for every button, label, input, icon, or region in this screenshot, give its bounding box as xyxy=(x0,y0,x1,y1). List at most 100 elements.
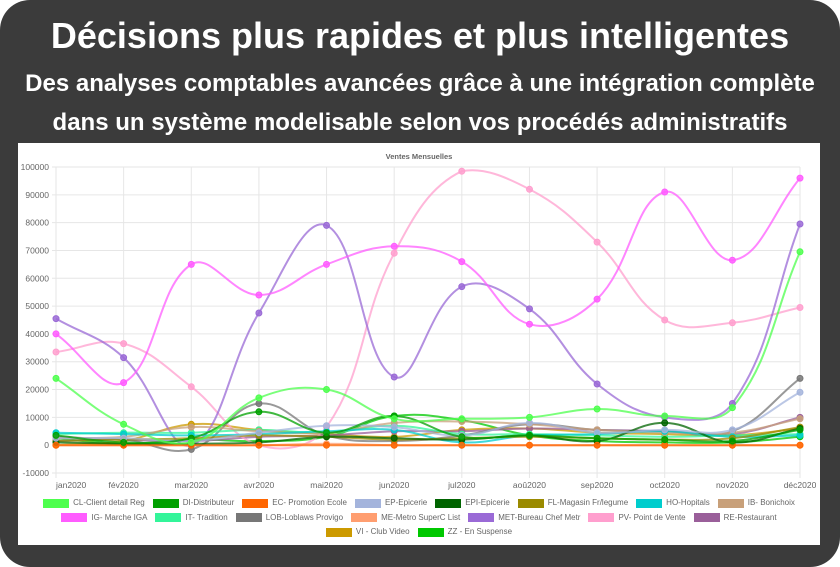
x-tick-label: mai2020 xyxy=(310,480,343,490)
data-point xyxy=(390,249,398,257)
legend-label: CL-Client detail Reg xyxy=(73,498,145,508)
subheadline-line-1: Des analyses comptables avancées grâce à… xyxy=(25,70,815,97)
x-tick-label: jul2020 xyxy=(447,480,476,490)
data-point xyxy=(796,248,804,256)
series-line xyxy=(55,251,801,445)
chart-panel: Ventes Mensuelles 100000 90000 80000 70000 6… xyxy=(18,143,820,545)
data-point xyxy=(323,386,330,393)
legend-item: HO-Hopitals xyxy=(636,498,710,508)
legend-swatch xyxy=(717,498,744,508)
chart-legend: CL-Client detail Reg DI-Distributeur EC- P… xyxy=(18,496,820,540)
legend-swatch xyxy=(152,498,179,508)
y-tick-label: 10000 xyxy=(25,412,49,422)
data-point xyxy=(390,415,398,423)
x-axis: jan2020 fév2020 mar2020 avr2020 mai2020 jun20… xyxy=(55,480,817,490)
data-point xyxy=(728,426,736,434)
data-point xyxy=(796,441,804,449)
legend-item: RE-Restaurant xyxy=(693,513,777,523)
y-tick-label: 0 xyxy=(44,440,49,450)
data-point xyxy=(661,412,669,420)
data-point xyxy=(52,374,60,382)
legend-item: VI - Club Video xyxy=(325,527,410,537)
legend-item: MET-Bureau Chef Metr xyxy=(468,513,580,523)
data-point xyxy=(728,437,736,445)
data-point xyxy=(187,423,195,431)
y-tick-label: 90000 xyxy=(25,190,49,200)
data-point xyxy=(526,431,533,439)
x-tick-label: mar2020 xyxy=(174,480,208,490)
x-tick-label: aoû2020 xyxy=(513,480,546,490)
y-tick-label: 70000 xyxy=(25,245,49,255)
data-point xyxy=(255,291,263,299)
legend-label: HO-Hopitals xyxy=(666,498,710,508)
legend-swatch xyxy=(242,498,269,508)
data-point xyxy=(661,436,669,444)
data-point xyxy=(728,404,736,412)
subheadline-line-2: dans un système modelisable selon vos pr… xyxy=(52,109,788,136)
data-point xyxy=(390,242,398,250)
y-tick-label: 50000 xyxy=(25,301,49,311)
legend-swatch xyxy=(235,513,262,523)
headline: Décisions plus rapides et plus intellige… xyxy=(50,15,790,56)
data-point xyxy=(593,434,601,442)
x-tick-label: nov2020 xyxy=(716,480,749,490)
data-point xyxy=(661,419,669,427)
data-point xyxy=(661,316,669,324)
data-point xyxy=(120,340,128,348)
series-line xyxy=(55,223,801,447)
data-point xyxy=(526,305,533,313)
data-point xyxy=(796,426,804,434)
data-point xyxy=(661,426,669,434)
legend-swatch xyxy=(588,513,615,523)
data-point xyxy=(390,441,398,449)
data-point xyxy=(796,174,804,182)
legend-swatch xyxy=(351,513,378,523)
data-point xyxy=(458,441,466,449)
y-tick-label: 60000 xyxy=(25,273,49,283)
data-point xyxy=(458,167,466,175)
data-point xyxy=(52,348,60,356)
data-point xyxy=(323,260,330,268)
data-point xyxy=(255,394,263,402)
x-tick-label: sep2020 xyxy=(581,480,614,490)
legend-swatch xyxy=(61,513,88,523)
legend-row: CL-Client detail Reg DI-Distributeur EC- P… xyxy=(18,496,820,511)
legend-item: EPI-Epicerie xyxy=(435,498,510,508)
data-point xyxy=(593,238,601,246)
data-point xyxy=(52,441,60,449)
legend-swatch xyxy=(693,513,720,523)
data-point xyxy=(458,258,466,266)
y-tick-label: 80000 xyxy=(25,218,49,228)
data-point xyxy=(187,438,195,446)
data-point xyxy=(458,415,466,423)
data-point xyxy=(728,319,736,327)
legend-label: ME-Metro SuperC List xyxy=(381,512,461,522)
x-tick-label: oct2020 xyxy=(650,480,681,490)
data-point xyxy=(796,415,804,423)
series-line xyxy=(55,410,801,444)
legend-item: EP-Epicerie xyxy=(354,498,427,508)
legend-swatch xyxy=(155,513,182,523)
data-point xyxy=(120,379,128,387)
legend-swatch xyxy=(354,498,381,508)
x-tick-label: avr2020 xyxy=(244,480,275,490)
data-point xyxy=(458,433,466,441)
data-point xyxy=(255,441,263,449)
data-point xyxy=(593,380,601,388)
data-point xyxy=(323,441,330,449)
data-point xyxy=(593,441,601,449)
data-point xyxy=(526,185,533,193)
data-point xyxy=(187,260,195,268)
legend-item: PV- Point de Vente xyxy=(588,513,686,523)
legend-label: IT- Tradition xyxy=(185,512,228,522)
legend-item: IT- Tradition xyxy=(155,512,228,523)
data-point xyxy=(390,423,398,431)
series-lines xyxy=(55,169,801,452)
y-tick-label: 30000 xyxy=(25,357,49,367)
series-line xyxy=(55,424,801,438)
data-point xyxy=(323,221,330,229)
data-point xyxy=(52,330,60,338)
data-point xyxy=(593,405,601,413)
series-line xyxy=(55,422,801,447)
